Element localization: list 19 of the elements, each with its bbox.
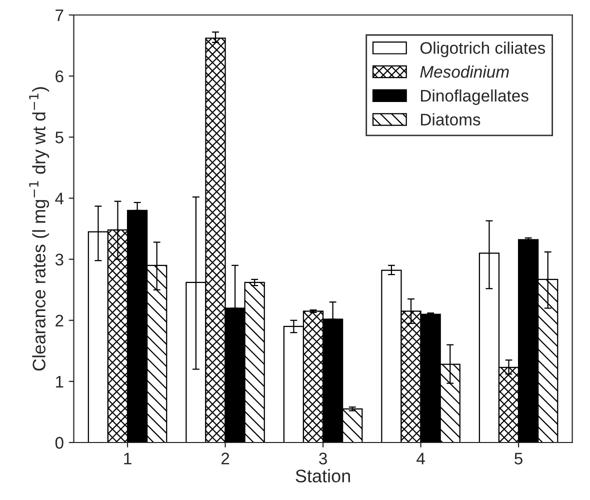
legend-label: Oligotrich ciliates — [420, 42, 546, 58]
x-tick-label: 2 — [221, 452, 230, 464]
x-tick-label: 3 — [319, 452, 327, 464]
y-tick-label: 5 — [55, 132, 64, 144]
y-tick-label: 4 — [55, 192, 64, 204]
x-tick-label: 4 — [416, 452, 425, 464]
y-tick-label: 1 — [56, 376, 64, 388]
x-tick-label: 1 — [124, 452, 132, 464]
y-tick-label: 3 — [55, 254, 64, 266]
legend-label: Diatoms — [421, 113, 480, 126]
y-tick-label: 0 — [55, 436, 64, 449]
legend-label: Dinoflagellates — [421, 89, 528, 105]
y-tick-label: 7 — [56, 10, 64, 22]
legend-label: Mesodinium — [420, 66, 509, 78]
x-axis-title: Station — [296, 469, 350, 482]
y-tick-label: 6 — [56, 70, 64, 82]
y-tick-label: 2 — [56, 314, 64, 326]
x-tick-label: 5 — [514, 452, 522, 464]
y-axis-title: Clearance rates (l mg$^{−1}$ dry wt d$^{−1}$) — [29, 87, 50, 371]
